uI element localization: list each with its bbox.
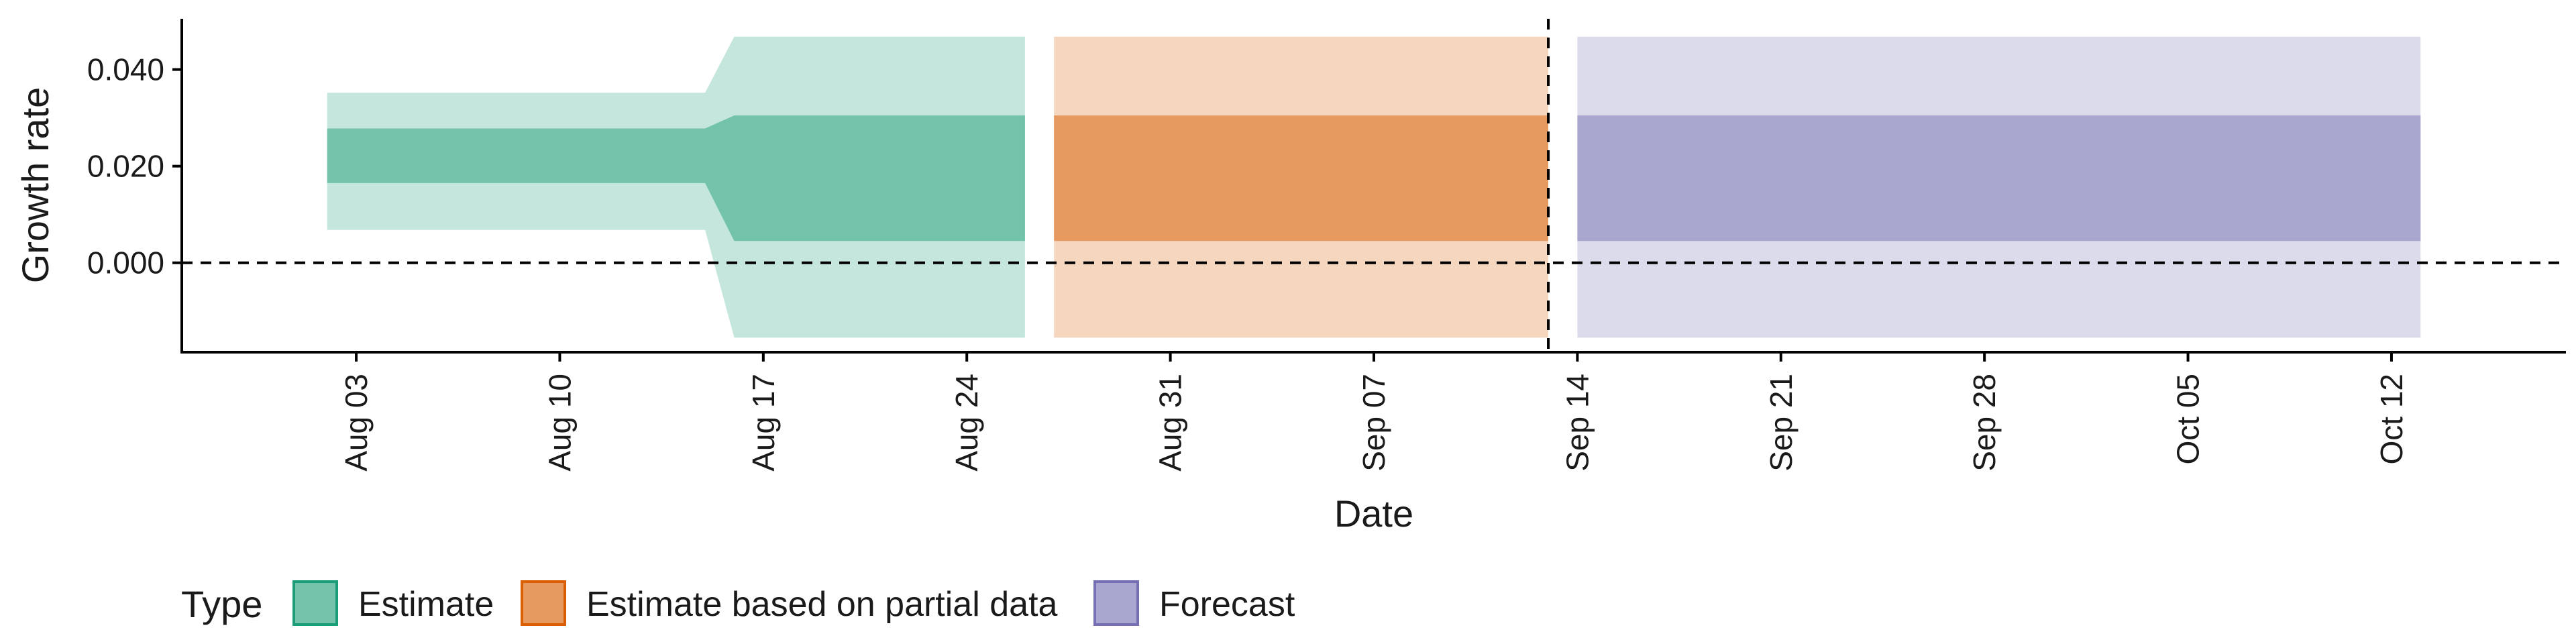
x-tick-label: Aug 17 xyxy=(746,374,781,472)
forecast-inner-band xyxy=(1577,115,2421,241)
x-ticks-layer: Aug 03 Aug 10 Aug 17 Aug 24 Aug 31 Sep 07 Sep … xyxy=(339,352,2409,472)
y-ticks-layer: 0.000 0.020 0.040 xyxy=(87,52,182,280)
legend-key-estimate xyxy=(292,580,338,626)
legend-label-estimate: Estimate xyxy=(358,585,494,624)
x-tick-label: Oct 12 xyxy=(2374,374,2409,465)
legend-key-estimate-based-on-partial-data xyxy=(521,580,566,626)
x-tick-label: Aug 24 xyxy=(949,374,984,472)
y-axis-title: Growth rate xyxy=(14,87,56,284)
legend-label-estimate-based-on-partial-data: Estimate based on partial data xyxy=(586,585,1058,624)
legend-key-forecast xyxy=(1093,580,1139,626)
reference-lines-layer xyxy=(182,19,2566,352)
x-axis-title: Date xyxy=(1334,492,1413,535)
bands-layer xyxy=(327,36,2421,338)
legend-title: Type xyxy=(181,583,262,625)
x-tick-label: Sep 28 xyxy=(1967,374,2002,472)
x-tick-label: Sep 21 xyxy=(1764,374,1799,472)
y-tick-label: 0.040 xyxy=(87,52,164,87)
y-tick-label: 0.020 xyxy=(87,149,164,184)
y-tick-label: 0.000 xyxy=(87,246,164,280)
x-tick-label: Aug 03 xyxy=(339,374,374,472)
estimate-inner-band xyxy=(327,115,1025,241)
legend-label-forecast: Forecast xyxy=(1159,585,1295,624)
estimate-outer-band xyxy=(327,36,1025,338)
legend: Type Estimate Estimate based on partial d… xyxy=(181,580,1295,626)
x-tick-label: Aug 31 xyxy=(1153,374,1188,472)
x-tick-label: Sep 14 xyxy=(1560,374,1595,472)
estimate-based-on-partial-data-inner-band xyxy=(1054,115,1548,241)
x-tick-label: Sep 07 xyxy=(1356,374,1391,472)
x-tick-label: Oct 05 xyxy=(2171,374,2206,465)
x-tick-label: Aug 10 xyxy=(542,374,577,472)
